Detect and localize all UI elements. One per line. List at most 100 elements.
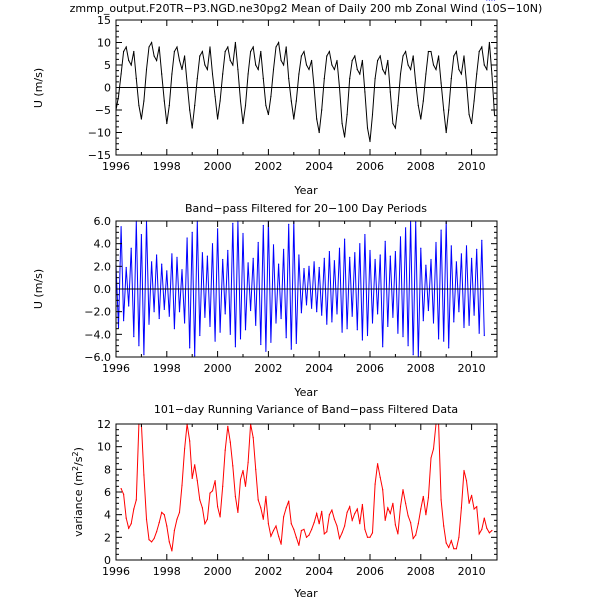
data-point: [178, 59, 181, 62]
data-point: [346, 328, 348, 330]
data-point: [156, 59, 158, 62]
data-point: [374, 77, 376, 80]
x-tick-label: 1998: [153, 160, 181, 173]
data-point: [303, 268, 305, 270]
y-axis-label: U (m/s): [32, 269, 45, 309]
data-point: [278, 263, 280, 265]
data-point: [135, 499, 137, 501]
data-point: [427, 497, 429, 499]
data-point: [262, 77, 264, 80]
data-point: [120, 73, 122, 75]
data-point: [196, 480, 198, 482]
plot-area-1: 1996 1998 2000 2002 2004 2006 2008 2010 −15 −10 −5…: [88, 14, 498, 173]
data-point: [422, 320, 424, 322]
data-point: [412, 354, 414, 356]
data-point: [211, 490, 214, 492]
x-tick-label: 1996: [102, 362, 130, 375]
data-point: [166, 525, 168, 527]
y-tick-label: −2.0: [84, 306, 111, 319]
data-point: [145, 68, 148, 71]
data-point: [389, 91, 391, 93]
data-point: [168, 315, 170, 317]
data-point: [260, 50, 262, 53]
data-point: [227, 46, 229, 48]
data-point: [300, 55, 302, 57]
data-point: [140, 118, 142, 120]
data-point: [163, 514, 165, 516]
data-point: [211, 73, 214, 75]
data-point: [328, 514, 330, 516]
data-point: [387, 325, 389, 327]
data-point: [465, 82, 468, 84]
data-point: [349, 506, 351, 508]
data-point: [364, 234, 366, 236]
data-point: [382, 489, 384, 491]
data-point: [405, 502, 407, 504]
data-point: [488, 0, 490, 1]
data-point: [356, 68, 358, 71]
x-tick-label: 1998: [153, 565, 181, 578]
data-point: [333, 68, 335, 71]
data-point: [125, 517, 127, 519]
data-point: [468, 324, 470, 326]
data-point: [189, 347, 191, 349]
data-point: [217, 118, 219, 120]
y-tick-label: 10: [97, 37, 111, 50]
data-point: [435, 241, 437, 244]
data-point: [305, 536, 308, 538]
data-point: [425, 73, 427, 75]
data-point: [468, 502, 470, 504]
data-point: [163, 100, 165, 102]
data-point: [257, 241, 259, 244]
data-point: [316, 512, 318, 515]
data-point: [430, 50, 432, 53]
data-point: [278, 41, 280, 44]
data-point: [407, 345, 409, 347]
data-point: [120, 488, 122, 490]
data-point: [255, 64, 257, 66]
data-point: [440, 229, 442, 231]
data-point: [435, 68, 437, 71]
data-point: [194, 104, 196, 107]
data-point: [143, 100, 145, 102]
data-point: [214, 95, 216, 98]
y-tick-label: 2.0: [94, 260, 112, 273]
data-point: [460, 73, 462, 75]
data-point: [285, 46, 287, 48]
data-point: [191, 231, 193, 233]
data-point: [156, 254, 158, 256]
data-point: [204, 316, 206, 318]
data-point: [161, 511, 163, 513]
data-point: [389, 512, 391, 515]
data-point: [257, 499, 259, 501]
data-point: [354, 512, 356, 515]
data-point: [227, 425, 229, 427]
data-point: [244, 485, 247, 487]
data-point: [341, 331, 343, 333]
data-point: [476, 248, 478, 250]
y-tick-label: 6: [104, 486, 111, 499]
data-point: [427, 50, 429, 53]
data-point: [161, 73, 163, 75]
data-point: [176, 518, 178, 520]
plot-area-3: 1996 1998 2000 2002 2004 2006 2008 2010 0 2 4 6 8 10 1…: [97, 418, 498, 578]
data-point: [364, 528, 366, 531]
data-point: [371, 113, 374, 116]
data-point: [488, 532, 490, 534]
data-point: [158, 522, 160, 524]
data-point: [272, 529, 275, 532]
data-point: [186, 82, 188, 84]
data-point: [278, 535, 280, 537]
data-point: [234, 41, 236, 44]
data-point: [392, 502, 394, 504]
data-point: [209, 46, 211, 48]
data-point: [204, 64, 206, 66]
x-tick-label: 2010: [458, 565, 486, 578]
data-point: [432, 64, 435, 66]
data-point: [448, 109, 450, 111]
data-point: [171, 253, 173, 255]
data-point: [158, 46, 160, 48]
data-point: [298, 544, 300, 546]
data-point: [275, 46, 277, 48]
y-tick-label: −15: [88, 149, 111, 162]
